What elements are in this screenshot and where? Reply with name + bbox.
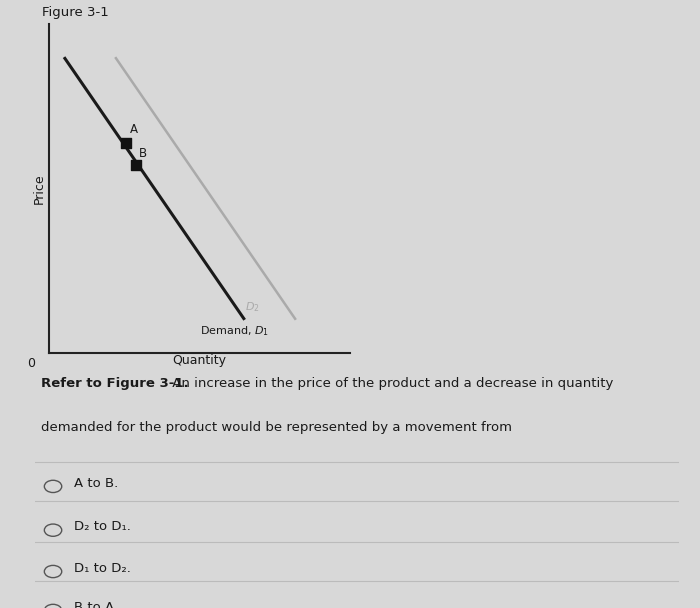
Text: B: B — [139, 147, 148, 161]
Point — [131, 161, 142, 170]
Text: $D_2$: $D_2$ — [245, 300, 260, 314]
Text: A: A — [130, 123, 139, 136]
Text: Demand, $D_1$: Demand, $D_1$ — [199, 325, 269, 339]
Text: demanded for the product would be represented by a movement from: demanded for the product would be repres… — [41, 421, 512, 434]
Text: An increase in the price of the product and a decrease in quantity: An increase in the price of the product … — [168, 377, 613, 390]
Y-axis label: Price: Price — [33, 173, 46, 204]
Text: Refer to Figure 3-1.: Refer to Figure 3-1. — [41, 377, 189, 390]
Text: D₂ to D₁.: D₂ to D₁. — [74, 520, 130, 533]
X-axis label: Quantity: Quantity — [172, 354, 227, 367]
Text: 0: 0 — [27, 357, 36, 370]
Point — [120, 137, 132, 147]
Text: B to A.: B to A. — [74, 601, 118, 608]
Text: A to B.: A to B. — [74, 477, 118, 489]
Text: D₁ to D₂.: D₁ to D₂. — [74, 562, 130, 575]
Text: Figure 3-1: Figure 3-1 — [42, 7, 108, 19]
